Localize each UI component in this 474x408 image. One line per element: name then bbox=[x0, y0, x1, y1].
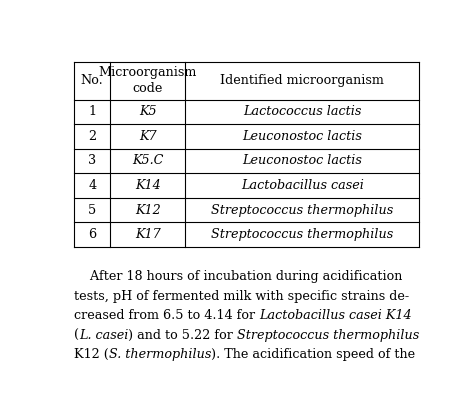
Text: K7: K7 bbox=[139, 130, 156, 143]
Text: Leuconostoc lactis: Leuconostoc lactis bbox=[242, 130, 362, 143]
Text: Leuconostoc lactis: Leuconostoc lactis bbox=[242, 155, 362, 167]
Text: ). The acidification speed of the: ). The acidification speed of the bbox=[211, 348, 415, 361]
Text: creased from 6.5 to 4.14 for: creased from 6.5 to 4.14 for bbox=[74, 309, 259, 322]
Text: ) and to 5.22 for: ) and to 5.22 for bbox=[128, 329, 237, 342]
Text: K14: K14 bbox=[135, 179, 161, 192]
Text: 4: 4 bbox=[88, 179, 96, 192]
Text: No.: No. bbox=[81, 74, 103, 87]
Text: Lactobacillus casei: Lactobacillus casei bbox=[241, 179, 364, 192]
Text: S. thermophilus: S. thermophilus bbox=[109, 348, 211, 361]
Text: Identified microorganism: Identified microorganism bbox=[220, 74, 384, 87]
Text: K5: K5 bbox=[139, 105, 156, 118]
Text: Streptococcus thermophilus: Streptococcus thermophilus bbox=[211, 204, 393, 217]
Text: 6: 6 bbox=[88, 228, 96, 241]
Text: Streptococcus thermophilus: Streptococcus thermophilus bbox=[237, 329, 419, 342]
Text: After 18 hours of incubation during acidification: After 18 hours of incubation during acid… bbox=[74, 271, 402, 284]
Text: 2: 2 bbox=[88, 130, 96, 143]
Text: K5.C: K5.C bbox=[132, 155, 164, 167]
Text: Microorganism
code: Microorganism code bbox=[99, 66, 197, 95]
Text: 1: 1 bbox=[88, 105, 96, 118]
Text: K12: K12 bbox=[135, 204, 161, 217]
Text: (: ( bbox=[74, 329, 79, 342]
Text: K12 (: K12 ( bbox=[74, 348, 109, 361]
Text: 5: 5 bbox=[88, 204, 96, 217]
Text: K17: K17 bbox=[135, 228, 161, 241]
Text: Streptococcus thermophilus: Streptococcus thermophilus bbox=[211, 228, 393, 241]
Text: Lactococcus lactis: Lactococcus lactis bbox=[243, 105, 361, 118]
Text: tests, pH of fermented milk with specific strains de-: tests, pH of fermented milk with specifi… bbox=[74, 290, 409, 303]
Text: L. casei: L. casei bbox=[79, 329, 128, 342]
Text: 3: 3 bbox=[88, 155, 96, 167]
Text: Lactobacillus casei K14: Lactobacillus casei K14 bbox=[259, 309, 412, 322]
